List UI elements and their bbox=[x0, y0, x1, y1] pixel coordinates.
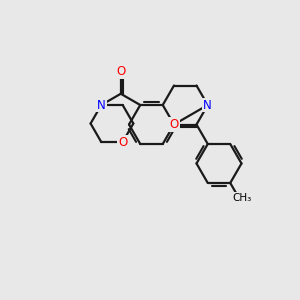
Text: N: N bbox=[203, 98, 212, 112]
Text: O: O bbox=[169, 118, 178, 131]
Text: N: N bbox=[97, 98, 106, 112]
Text: O: O bbox=[118, 136, 127, 148]
Text: O: O bbox=[116, 65, 125, 78]
Text: CH₃: CH₃ bbox=[233, 193, 252, 202]
